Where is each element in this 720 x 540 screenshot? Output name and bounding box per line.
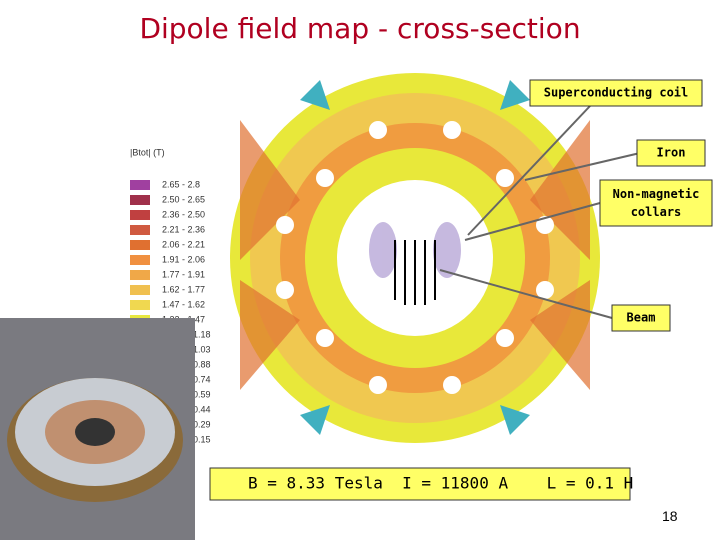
- legend-swatch: [130, 285, 150, 295]
- legend-swatch: [130, 195, 150, 205]
- legend-label: 1.62 - 1.77: [162, 284, 205, 294]
- legend-label: 0.74: [193, 374, 211, 384]
- legend-label: 2.36 - 2.50: [162, 209, 205, 219]
- legend-label: 0.44: [193, 404, 211, 414]
- legend-swatch: [130, 270, 150, 280]
- callout-label: Iron: [657, 146, 686, 160]
- legend-label: 1.47 - 1.62: [162, 299, 205, 309]
- legend-swatch: [130, 300, 150, 310]
- legend-swatch: [130, 180, 150, 190]
- legend-label: 1.91 - 2.06: [162, 254, 205, 264]
- callout-label: Beam: [627, 311, 656, 325]
- formula: B = 8.33 Tesla I = 11800 A L = 0.1 H: [248, 474, 633, 493]
- legend-label: 2.06 - 2.21: [162, 239, 205, 249]
- photo: [0, 318, 195, 540]
- slide-title: Dipole field map - cross-section: [139, 12, 580, 45]
- legend-swatch: [130, 255, 150, 265]
- legend-swatch: [130, 210, 150, 220]
- page-number: 18: [662, 508, 678, 524]
- legend-swatch: [130, 240, 150, 250]
- legend-label: 0.88: [193, 359, 211, 369]
- legend-label: 2.65 - 2.8: [162, 179, 200, 189]
- legend-label: 0.15: [193, 434, 211, 444]
- legend-label: 1.03: [193, 344, 211, 354]
- callout-label: Superconducting coil: [544, 86, 689, 100]
- callout-label: Non-magnetic collars: [613, 187, 700, 219]
- legend-label: 1.18: [193, 329, 211, 339]
- legend-heading: |Btot| (T): [130, 147, 165, 157]
- callouts: Superconducting coil Iron Non-magnetic co…: [439, 79, 713, 332]
- field-map: [230, 73, 600, 443]
- legend-swatch: [130, 225, 150, 235]
- legend-label: 1.77 - 1.91: [162, 269, 205, 279]
- legend-label: 2.21 - 2.36: [162, 224, 205, 234]
- legend-label: 0.29: [193, 419, 211, 429]
- legend-label: 0.59: [193, 389, 211, 399]
- formula-box: [209, 467, 631, 501]
- legend-label: 2.50 - 2.65: [162, 194, 205, 204]
